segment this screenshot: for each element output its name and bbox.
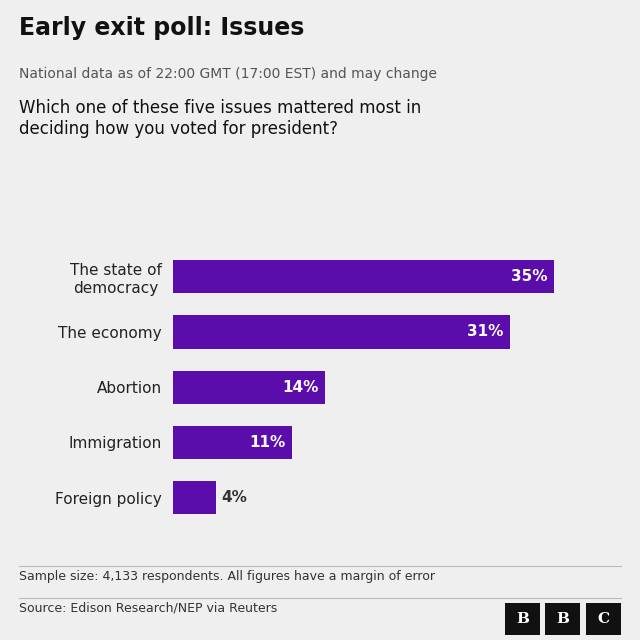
Text: 31%: 31% [467, 324, 504, 339]
Bar [173, 426, 292, 459]
Text: National data as of 22:00 GMT (17:00 EST) and may change: National data as of 22:00 GMT (17:00 EST… [19, 67, 437, 81]
Text: Which one of these five issues mattered most in
deciding how you voted for presi: Which one of these five issues mattered … [19, 99, 422, 138]
Text: B: B [516, 612, 529, 626]
Text: 35%: 35% [511, 269, 547, 284]
Text: Source: Edison Research/NEP via Reuters: Source: Edison Research/NEP via Reuters [19, 602, 278, 614]
Text: C: C [597, 612, 609, 626]
Bar [173, 316, 510, 349]
Text: B: B [556, 612, 570, 626]
Text: 11%: 11% [250, 435, 286, 450]
Bar [173, 481, 216, 514]
Text: 14%: 14% [282, 380, 319, 395]
Bar [173, 371, 325, 404]
Text: Sample size: 4,133 respondents. All figures have a margin of error: Sample size: 4,133 respondents. All figu… [19, 570, 435, 582]
Text: 4%: 4% [222, 490, 248, 505]
Bar [173, 260, 554, 293]
Text: Early exit poll: Issues: Early exit poll: Issues [19, 16, 305, 40]
